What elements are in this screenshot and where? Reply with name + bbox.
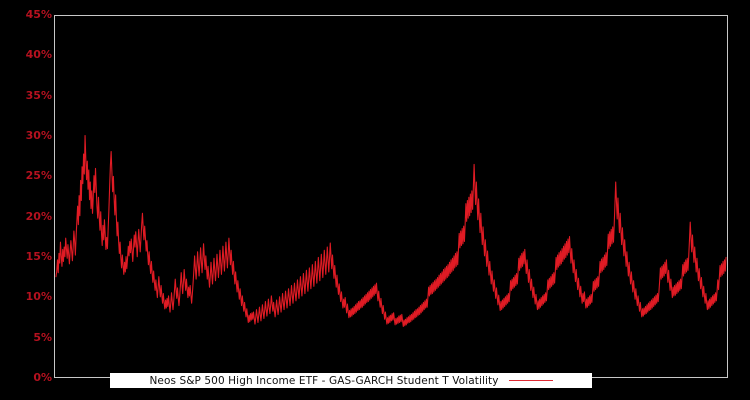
y-tick-label-10: 10% <box>25 290 52 304</box>
y-tick-label-20: 20% <box>25 209 52 223</box>
volatility-series-plot <box>55 134 727 328</box>
volatility-series-line <box>55 134 727 328</box>
chart-legend[interactable]: Neos S&P 500 High Income ETF - GAS-GARCH… <box>110 373 592 388</box>
y-tick-label-25: 25% <box>25 169 52 183</box>
y-tick-label-0: 0% <box>33 371 52 384</box>
y-tick-label-30: 30% <box>25 129 52 142</box>
y-tick-label-45: 45% <box>25 8 52 21</box>
plot-area: Neos S&P 500 High Income ETF - GAS-GARCH… <box>54 15 728 388</box>
y-tick-label-15: 15% <box>25 250 52 263</box>
y-tick-label-35: 35% <box>25 88 52 102</box>
legend-label: Neos S&P 500 High Income ETF - GAS-GARCH… <box>149 374 499 387</box>
y-axis-tick-labels: 0% 5% 10% 15% 20% 25% 30% 35% 40% 45% <box>0 0 52 400</box>
y-tick-label-5: 5% <box>33 330 52 344</box>
legend-line-sample <box>508 380 553 381</box>
y-tick-label-40: 40% <box>25 48 52 62</box>
